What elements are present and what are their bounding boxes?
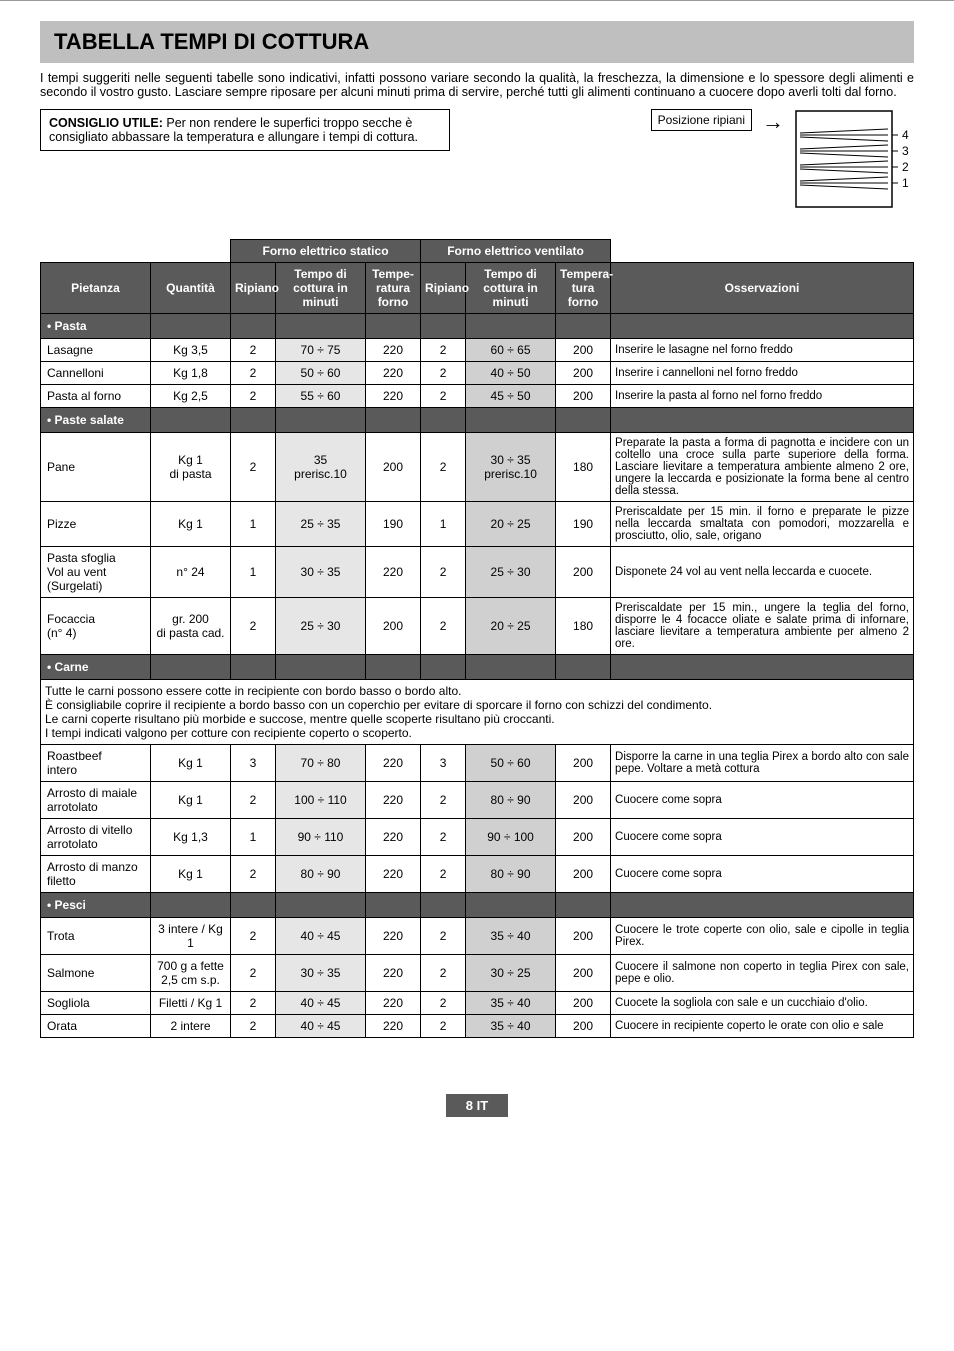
table-row: Focaccia(n° 4)gr. 200di pasta cad.225 ÷ … xyxy=(41,598,914,655)
table-row: Arrosto di manzofilettoKg 1280 ÷ 9022028… xyxy=(41,856,914,893)
header-vent: Forno elettrico ventilato xyxy=(421,240,611,263)
table-row: Pasta al fornoKg 2,5255 ÷ 60220245 ÷ 502… xyxy=(41,385,914,408)
tip-box: CONSIGLIO UTILE: Per non rendere le supe… xyxy=(40,109,450,151)
col-s-temp: Tempe-ratura forno xyxy=(366,263,421,314)
shelf-label: Posizione ripiani xyxy=(651,109,752,131)
intro-text: I tempi suggeriti nelle seguenti tabelle… xyxy=(40,71,914,99)
shelf-area: Posizione ripiani → 4 3 2 xyxy=(651,109,914,209)
col-qty: Quantità xyxy=(151,263,231,314)
col-v-shelf: Ripiano xyxy=(421,263,466,314)
table-row: Arrosto di maialearrotolatoKg 12100 ÷ 11… xyxy=(41,782,914,819)
tip-row: CONSIGLIO UTILE: Per non rendere le supe… xyxy=(40,109,914,209)
col-s-time: Tempo di cottura in minuti xyxy=(276,263,366,314)
table-row: Orata2 intere240 ÷ 45220235 ÷ 40200Cuoce… xyxy=(41,1015,914,1038)
col-obs: Osservazioni xyxy=(611,263,914,314)
table-body: • PastaLasagneKg 3,5270 ÷ 75220260 ÷ 652… xyxy=(41,314,914,1038)
page: TABELLA TEMPI DI COTTURA I tempi suggeri… xyxy=(0,0,954,1153)
header-static: Forno elettrico statico xyxy=(231,240,421,263)
table-row: Arrosto di vitelloarrotolatoKg 1,3190 ÷ … xyxy=(41,819,914,856)
table-row: PaneKg 1di pasta235prerisc.10200230 ÷ 35… xyxy=(41,433,914,502)
shelf-num-1: 1 xyxy=(902,176,909,190)
title-bar: TABELLA TEMPI DI COTTURA xyxy=(40,21,914,63)
tip-label: CONSIGLIO UTILE: xyxy=(49,116,163,130)
table-row: LasagneKg 3,5270 ÷ 75220260 ÷ 65200Inser… xyxy=(41,339,914,362)
col-v-time: Tempo di cottura in minuti xyxy=(466,263,556,314)
column-header-row: Pietanza Quantità Ripiano Tempo di cottu… xyxy=(41,263,914,314)
col-s-shelf: Ripiano xyxy=(231,263,276,314)
table-row: CannelloniKg 1,8250 ÷ 60220240 ÷ 50200In… xyxy=(41,362,914,385)
col-dish: Pietanza xyxy=(41,263,151,314)
section-row: • Carne xyxy=(41,655,914,680)
section-row: • Pesci xyxy=(41,893,914,918)
oven-diagram-icon: 4 3 2 1 xyxy=(794,109,914,209)
section-note: Tutte le carni possono essere cotte in r… xyxy=(41,680,914,745)
table-row: Trota3 intere / Kg 1240 ÷ 45220235 ÷ 402… xyxy=(41,918,914,955)
shelf-num-2: 2 xyxy=(902,160,909,174)
page-number: 8 IT xyxy=(446,1094,508,1117)
group-header-row: Forno elettrico statico Forno elettrico … xyxy=(41,240,914,263)
table-row: Salmone700 g a fette2,5 cm s.p.230 ÷ 352… xyxy=(41,955,914,992)
table-row: Pasta sfogliaVol au vent(Surgelati)n° 24… xyxy=(41,547,914,598)
cooking-table: Forno elettrico statico Forno elettrico … xyxy=(40,239,914,1038)
section-row: • Pasta xyxy=(41,314,914,339)
table-row: RoastbeefinteroKg 1370 ÷ 80220350 ÷ 6020… xyxy=(41,745,914,782)
shelf-num-3: 3 xyxy=(902,144,909,158)
page-footer: 8 IT xyxy=(40,1098,914,1113)
page-title: TABELLA TEMPI DI COTTURA xyxy=(54,29,900,55)
shelf-num-4: 4 xyxy=(902,128,909,142)
table-row: SogliolaFiletti / Kg 1240 ÷ 45220235 ÷ 4… xyxy=(41,992,914,1015)
col-v-temp: Tempera-tura forno xyxy=(556,263,611,314)
table-head: Forno elettrico statico Forno elettrico … xyxy=(41,240,914,314)
section-row: • Paste salate xyxy=(41,408,914,433)
table-row: PizzeKg 1125 ÷ 35190120 ÷ 25190Preriscal… xyxy=(41,502,914,547)
arrow-right-icon: → xyxy=(762,109,784,131)
